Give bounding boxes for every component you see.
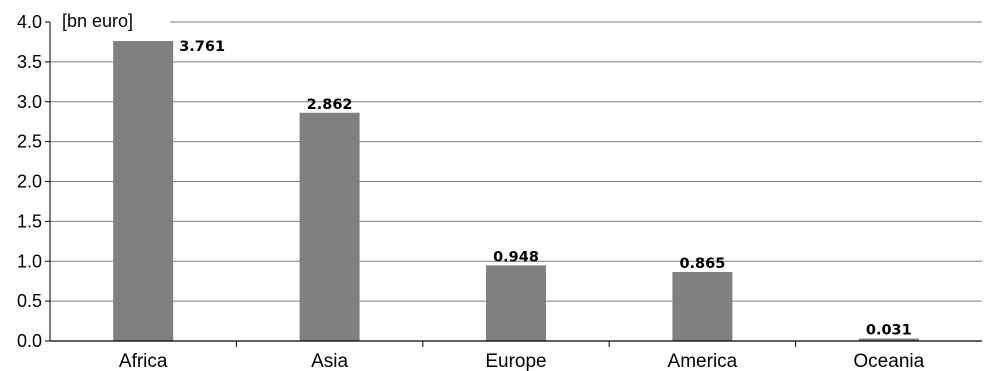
- y-tick-label: 1.5: [17, 211, 42, 231]
- bar-europe: [486, 265, 546, 341]
- y-tick-label: 0.0: [17, 331, 42, 351]
- x-tick-label: Europe: [485, 351, 546, 371]
- bar-america: [672, 272, 732, 341]
- x-tick-label: America: [668, 351, 738, 371]
- bars: [113, 41, 919, 341]
- data-label: 0.948: [493, 249, 539, 265]
- bar-asia: [300, 113, 360, 341]
- y-tick-label: 1.0: [17, 251, 42, 271]
- data-label: 2.862: [307, 97, 353, 113]
- data-label: 0.031: [866, 323, 912, 339]
- y-axis-unit-label: [bn euro]: [62, 11, 133, 31]
- y-tick-label: 3.0: [17, 92, 42, 112]
- x-tick-label: Africa: [119, 351, 168, 371]
- data-label: 3.761: [179, 39, 225, 55]
- y-tick-label: 0.5: [17, 291, 42, 311]
- bar-africa: [113, 41, 173, 341]
- y-tick-label: 2.0: [17, 172, 42, 192]
- data-label: 0.865: [679, 256, 725, 272]
- y-tick-label: 4.0: [17, 12, 42, 32]
- x-tick-label: Asia: [311, 351, 348, 371]
- x-tick-label: Oceania: [853, 351, 924, 371]
- y-tick-label: 3.5: [17, 52, 42, 72]
- y-tick-label: 2.5: [17, 132, 42, 152]
